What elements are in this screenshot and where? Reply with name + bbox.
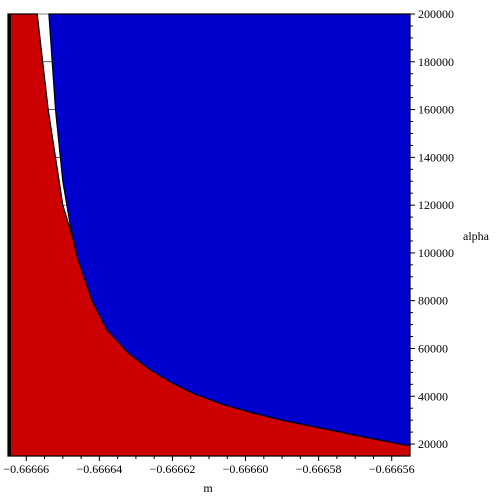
y-tick-label-6: 140000 bbox=[418, 150, 454, 164]
x-tick-label-2: −0.66662 bbox=[150, 462, 196, 476]
y-tick-label-9: 200000 bbox=[418, 7, 454, 21]
y-tick-label-8: 180000 bbox=[418, 55, 454, 69]
y-axis-label: alpha bbox=[463, 229, 490, 243]
y-tick-label-0: 20000 bbox=[418, 437, 448, 451]
y-tick-label-2: 60000 bbox=[418, 341, 448, 355]
x-ticks: −0.66666 −0.66664 −0.66662 −0.66660 −0.66658… bbox=[3, 456, 415, 476]
x-tick-label-0: −0.66666 bbox=[3, 462, 49, 476]
x-tick-label-4: −0.66658 bbox=[296, 462, 342, 476]
y-tick-label-4: 100000 bbox=[418, 246, 454, 260]
x-tick-label-3: −0.66660 bbox=[223, 462, 269, 476]
y-tick-label-3: 80000 bbox=[418, 294, 448, 308]
x-tick-label-1: −0.66664 bbox=[76, 462, 122, 476]
regions bbox=[7, 13, 411, 457]
y-tick-label-7: 160000 bbox=[418, 103, 454, 117]
y-tick-label-5: 120000 bbox=[418, 198, 454, 212]
y-ticks: 20000 40000 60000 80000 100000 120000 140000 16… bbox=[410, 7, 454, 451]
x-tick-label-5: −0.66656 bbox=[369, 462, 415, 476]
left-edge-strip bbox=[8, 14, 11, 456]
x-axis-label: m bbox=[203, 481, 213, 495]
region-1 bbox=[48, 13, 411, 446]
y-tick-label-1: 40000 bbox=[418, 389, 448, 403]
